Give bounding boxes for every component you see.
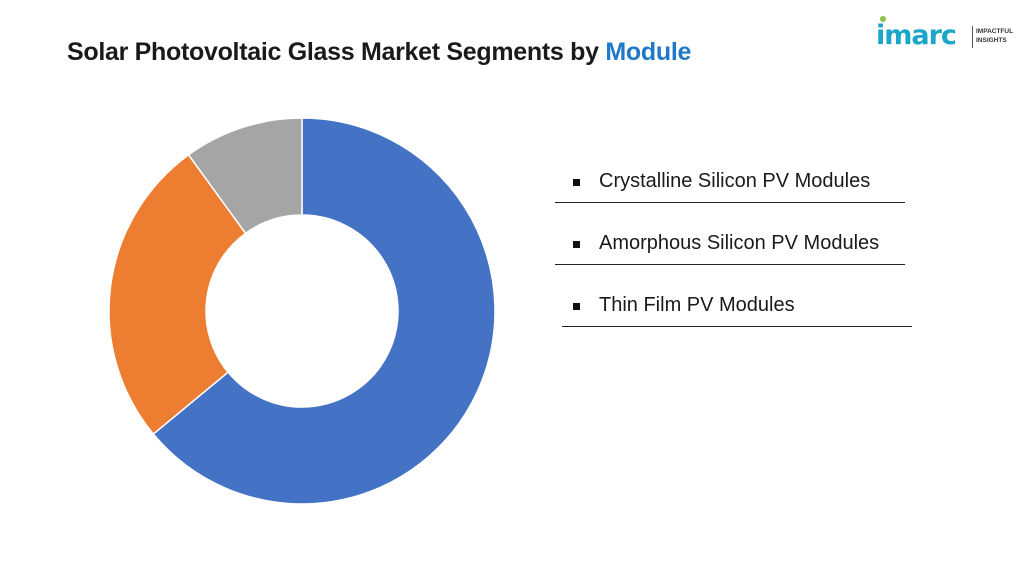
legend-item-thin-film: Thin Film PV Modules — [555, 290, 935, 352]
imarc-logo: imarc IMPACTFUL INSIGHTS — [876, 16, 1016, 52]
slice-thin-film — [187, 117, 303, 235]
slice-crystalline — [152, 117, 496, 505]
logo-tagline-1: IMPACTFUL — [976, 28, 1014, 35]
legend-label: Amorphous Silicon PV Modules — [599, 232, 880, 254]
legend-bullet-icon — [573, 241, 580, 248]
legend-underline — [555, 202, 905, 203]
logo-tagline: IMPACTFUL INSIGHTS — [976, 27, 1013, 45]
legend-item-amorphous: Amorphous Silicon PV Modules — [555, 228, 935, 290]
legend-bullet-icon — [573, 303, 580, 310]
logo-divider — [972, 26, 973, 48]
title-prefix: Solar Photovoltaic Glass Market Segments… — [67, 38, 606, 66]
legend-label: Thin Film PV Modules — [599, 294, 795, 316]
legend-underline — [555, 264, 905, 265]
logo-wordmark: imarc — [876, 20, 957, 51]
title-accent: Module — [605, 38, 692, 66]
chart-legend: Crystalline Silicon PV Modules Amorphous… — [555, 166, 935, 352]
legend-bullet-icon — [573, 179, 580, 186]
slice-amorphous — [108, 153, 247, 436]
legend-item-crystalline: Crystalline Silicon PV Modules — [555, 166, 935, 228]
legend-underline — [562, 326, 912, 327]
legend-label: Crystalline Silicon PV Modules — [599, 170, 871, 192]
logo-dot-icon — [880, 16, 886, 22]
logo-tagline-2: INSIGHTS — [976, 37, 1007, 44]
page-title: Solar Photovoltaic Glass Market Segments… — [67, 38, 691, 67]
